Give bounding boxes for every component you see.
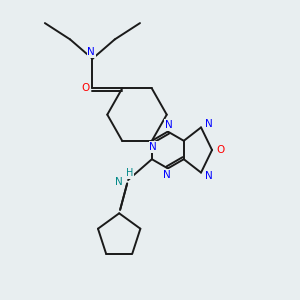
Text: O: O bbox=[216, 145, 224, 155]
Text: N: N bbox=[149, 142, 157, 152]
Text: N: N bbox=[115, 176, 123, 187]
Text: H: H bbox=[126, 169, 133, 178]
Text: N: N bbox=[205, 119, 212, 129]
Text: O: O bbox=[82, 83, 90, 94]
Text: N: N bbox=[87, 47, 95, 57]
Text: N: N bbox=[165, 120, 172, 130]
Text: N: N bbox=[205, 171, 212, 181]
Text: N: N bbox=[164, 170, 171, 180]
